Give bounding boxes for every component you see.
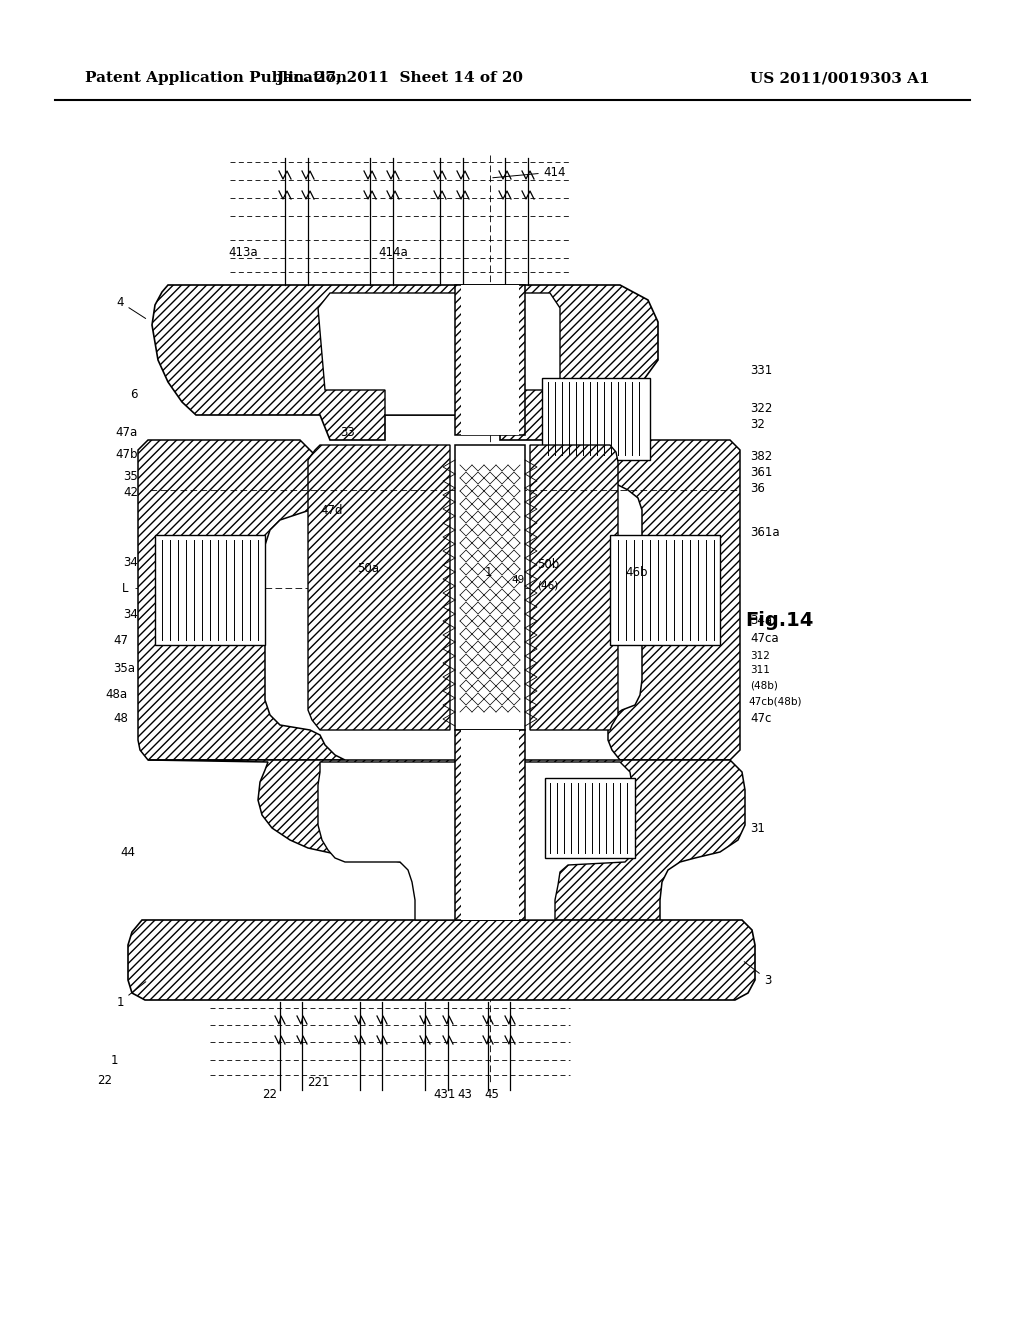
Text: 47a: 47a [116, 425, 138, 438]
Polygon shape [128, 920, 755, 1001]
Text: 34a: 34a [750, 614, 772, 627]
Text: Fig.14: Fig.14 [745, 610, 813, 630]
Bar [461, 730, 519, 920]
Text: 33: 33 [341, 425, 355, 438]
Polygon shape [318, 293, 560, 414]
Polygon shape [318, 762, 632, 920]
Text: 414a: 414a [378, 246, 408, 259]
Text: 31: 31 [750, 821, 765, 834]
Bar [461, 285, 519, 436]
Text: 50a: 50a [357, 561, 379, 574]
Text: US 2011/0019303 A1: US 2011/0019303 A1 [751, 71, 930, 84]
Polygon shape [148, 760, 745, 928]
Text: 47c: 47c [750, 711, 771, 725]
Text: 36: 36 [750, 482, 765, 495]
Text: 35a: 35a [113, 661, 135, 675]
Text: 44: 44 [120, 846, 135, 858]
Text: 221: 221 [307, 1076, 330, 1089]
Text: 1: 1 [117, 982, 145, 1008]
Bar [455, 730, 525, 920]
Text: 48: 48 [113, 711, 128, 725]
Text: 34: 34 [123, 607, 138, 620]
Text: 46b: 46b [625, 565, 647, 578]
Text: 1: 1 [111, 1053, 118, 1067]
Bar [455, 285, 525, 436]
Text: 431: 431 [434, 1089, 456, 1101]
Text: 47ca: 47ca [750, 631, 778, 644]
Text: 47cb(48b): 47cb(48b) [748, 697, 802, 708]
Text: 414: 414 [493, 165, 566, 178]
Text: Patent Application Publication: Patent Application Publication [85, 71, 347, 84]
Text: 45: 45 [484, 1089, 500, 1101]
Text: 3: 3 [744, 962, 772, 986]
Text: 361: 361 [750, 466, 772, 479]
Text: 43: 43 [458, 1089, 472, 1101]
Text: 22: 22 [262, 1089, 278, 1101]
Text: (48b): (48b) [750, 681, 778, 690]
Text: 312: 312 [750, 651, 770, 661]
Text: 331: 331 [750, 363, 772, 376]
Polygon shape [530, 445, 618, 730]
Text: L: L [122, 582, 128, 594]
Bar [610, 535, 720, 645]
Polygon shape [608, 440, 740, 760]
Text: 6: 6 [130, 388, 138, 401]
Text: 413a: 413a [228, 246, 258, 259]
Polygon shape [152, 285, 658, 440]
Bar [155, 535, 265, 645]
Bar [542, 378, 650, 459]
Text: Jan. 27, 2011  Sheet 14 of 20: Jan. 27, 2011 Sheet 14 of 20 [276, 71, 523, 84]
Text: 49: 49 [511, 576, 524, 585]
Text: 322: 322 [750, 401, 772, 414]
Text: 382: 382 [750, 450, 772, 462]
Text: 1: 1 [484, 565, 492, 578]
Text: (46): (46) [538, 579, 559, 590]
Text: 361a: 361a [750, 525, 779, 539]
Polygon shape [308, 445, 450, 730]
Text: 4: 4 [117, 296, 145, 318]
Text: 32: 32 [750, 418, 765, 432]
Text: 34: 34 [123, 556, 138, 569]
Polygon shape [138, 440, 345, 760]
Bar [455, 445, 525, 730]
Text: 22: 22 [97, 1073, 112, 1086]
Text: 42: 42 [123, 486, 138, 499]
Text: 311: 311 [750, 665, 770, 675]
Bar [545, 777, 635, 858]
Text: 47d: 47d [321, 503, 343, 516]
Text: 50b: 50b [537, 558, 559, 572]
Text: 47b: 47b [116, 449, 138, 462]
Text: 48a: 48a [105, 689, 128, 701]
Text: 47: 47 [113, 634, 128, 647]
Text: 35: 35 [123, 470, 138, 483]
